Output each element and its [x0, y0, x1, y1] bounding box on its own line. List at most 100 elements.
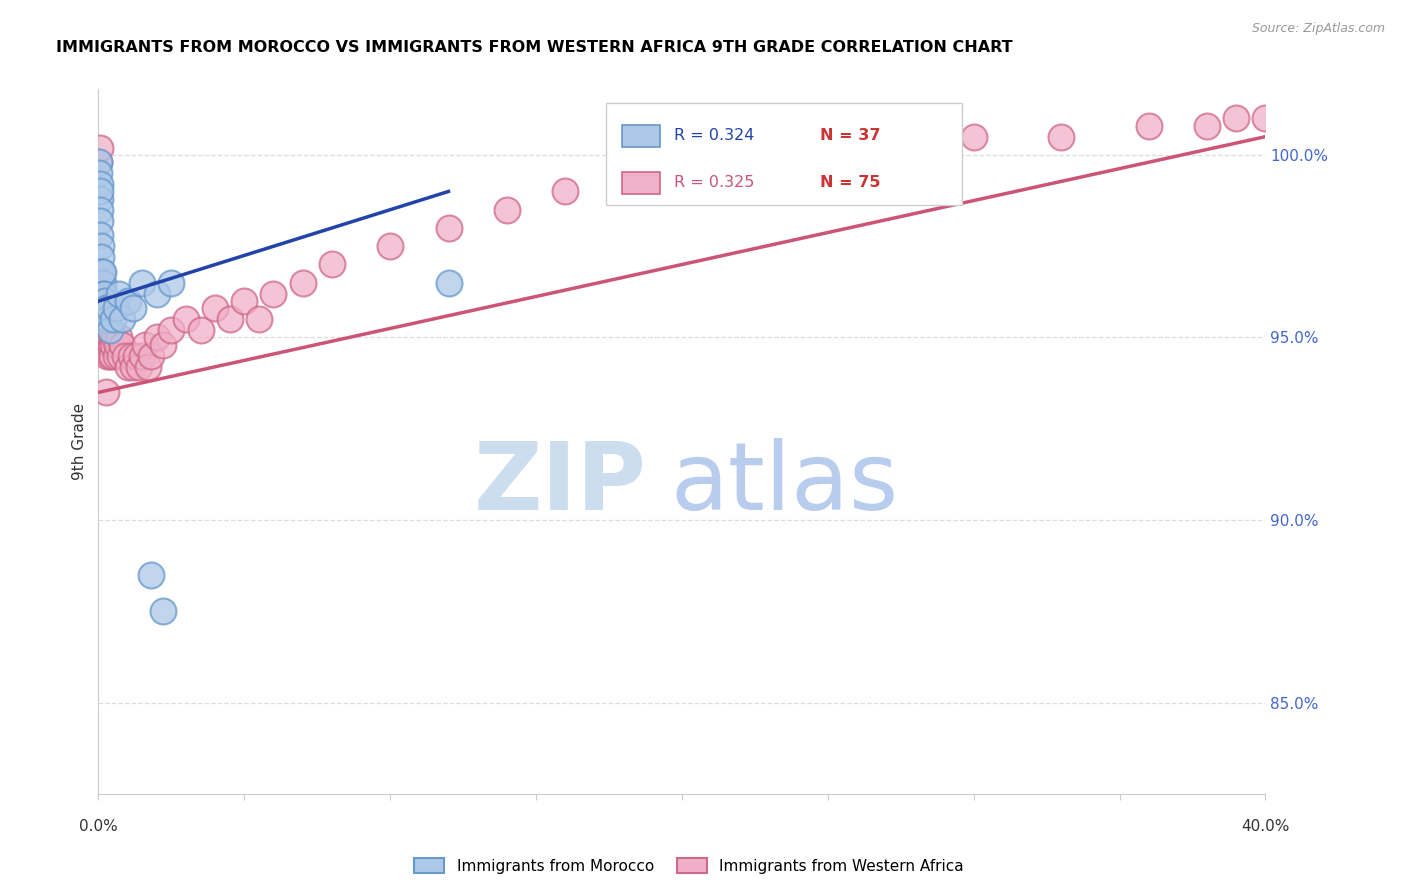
Point [128, 359, 150, 374]
Point [218, 312, 240, 326]
Point [97, 330, 120, 344]
Point [962, 129, 984, 144]
Point [91, 323, 114, 337]
Point [101, 312, 124, 326]
Point [96, 349, 118, 363]
Point [152, 604, 174, 618]
Point [89, 286, 111, 301]
Point [90, 293, 112, 308]
Point [817, 140, 839, 154]
Text: R = 0.325: R = 0.325 [673, 176, 754, 191]
Point [96, 323, 118, 337]
Point [125, 349, 148, 363]
Point [94, 330, 117, 344]
Text: Source: ZipAtlas.com: Source: ZipAtlas.com [1251, 22, 1385, 36]
Point [131, 349, 153, 363]
Point [160, 276, 183, 290]
Point [93, 323, 115, 337]
Point [495, 202, 517, 217]
Point [190, 323, 212, 337]
FancyBboxPatch shape [623, 172, 659, 194]
Point [91, 265, 114, 279]
Y-axis label: 9th Grade: 9th Grade [72, 403, 87, 480]
Point [111, 338, 134, 352]
Text: N = 75: N = 75 [820, 176, 880, 191]
Point [97, 338, 120, 352]
Point [91, 330, 114, 344]
Point [89, 301, 111, 316]
Point [101, 349, 124, 363]
Point [90, 265, 112, 279]
Text: N = 37: N = 37 [820, 128, 880, 144]
Point [105, 338, 128, 352]
Point [204, 301, 226, 316]
Point [89, 192, 111, 206]
Point [89, 228, 111, 243]
Text: IMMIGRANTS FROM MOROCCO VS IMMIGRANTS FROM WESTERN AFRICA 9TH GRADE CORRELATION : IMMIGRANTS FROM MOROCCO VS IMMIGRANTS FR… [56, 40, 1012, 55]
Point [104, 349, 127, 363]
Point [100, 338, 122, 352]
Point [90, 250, 112, 264]
Point [91, 312, 114, 326]
Point [89, 140, 111, 154]
Point [87, 276, 110, 290]
Point [98, 349, 121, 363]
Point [108, 330, 131, 344]
Point [94, 293, 117, 308]
Point [89, 166, 111, 180]
Point [100, 330, 122, 344]
Point [96, 312, 118, 326]
Point [136, 359, 159, 374]
Point [1254, 112, 1277, 126]
Point [98, 323, 121, 337]
Point [103, 330, 125, 344]
Text: 0.0%: 0.0% [79, 819, 118, 834]
Point [91, 286, 114, 301]
Point [134, 338, 156, 352]
Point [94, 338, 117, 352]
Point [93, 286, 115, 301]
Point [96, 312, 118, 326]
Point [291, 276, 314, 290]
Point [90, 301, 112, 316]
Point [378, 239, 402, 253]
Point [98, 323, 121, 337]
Text: ZIP: ZIP [474, 438, 647, 530]
Point [91, 276, 114, 290]
Point [90, 239, 112, 253]
Point [110, 349, 132, 363]
Point [93, 312, 115, 326]
Point [93, 312, 115, 326]
Point [139, 567, 162, 582]
Point [1137, 119, 1160, 133]
Point [104, 301, 127, 316]
Point [1050, 129, 1073, 144]
Text: atlas: atlas [671, 438, 898, 530]
Legend: Immigrants from Morocco, Immigrants from Western Africa: Immigrants from Morocco, Immigrants from… [408, 852, 970, 880]
Point [174, 312, 197, 326]
Point [89, 155, 111, 169]
Point [90, 276, 112, 290]
Text: R = 0.324: R = 0.324 [673, 128, 754, 144]
Point [1225, 112, 1247, 126]
Point [91, 301, 114, 316]
Point [139, 349, 162, 363]
Point [87, 155, 110, 169]
Point [89, 293, 111, 308]
Point [90, 323, 112, 337]
Point [89, 312, 111, 326]
Point [89, 301, 111, 316]
Point [108, 286, 131, 301]
Point [94, 301, 117, 316]
Point [90, 312, 112, 326]
Point [437, 276, 460, 290]
Point [612, 166, 634, 180]
FancyBboxPatch shape [623, 125, 659, 147]
Point [94, 385, 117, 400]
Point [93, 330, 115, 344]
Point [131, 276, 153, 290]
Point [89, 177, 111, 191]
Point [90, 286, 112, 301]
Point [1195, 119, 1218, 133]
Point [114, 349, 136, 363]
